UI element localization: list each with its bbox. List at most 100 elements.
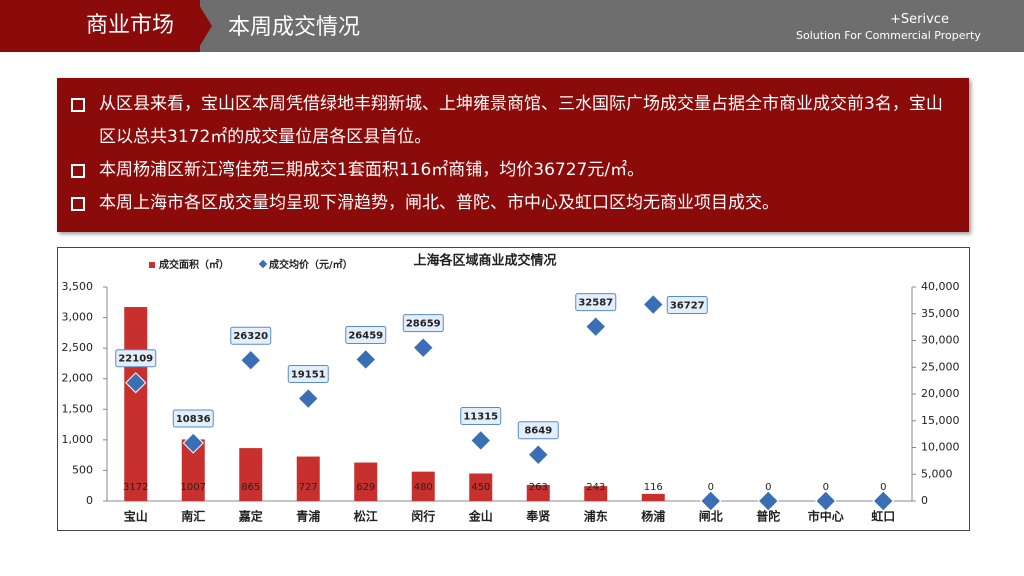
y2-tick-label: 0 [921, 494, 928, 507]
y2-tick-label: 5,000 [921, 467, 953, 480]
price-label-box [230, 326, 272, 345]
price-label-box [345, 325, 387, 344]
bar-label: 116 [644, 482, 663, 493]
price-marker [642, 293, 664, 316]
bar-label: 629 [356, 482, 375, 493]
logo-tagline: Solution For Commercial Property [796, 29, 981, 42]
legend-swatch [258, 259, 268, 269]
price-marker [240, 349, 262, 371]
y2-tick-label: 30,000 [921, 334, 960, 347]
price-label-box [115, 349, 157, 368]
price-label: 26459 [348, 330, 383, 341]
x-tick-label: 闵行 [411, 509, 435, 524]
price-marker [527, 444, 549, 466]
bar [181, 439, 205, 501]
price-label-box [172, 409, 214, 428]
price-label: 28659 [406, 319, 441, 330]
y-tick-label: 1,000 [62, 433, 94, 446]
bar-label: 727 [299, 482, 318, 493]
x-tick-label: 普陀 [756, 509, 780, 524]
bullet: 本周上海市各区成交量均呈现下滑趋势，闸北、普陀、市中心及虹口区均无商业项目成交。 [71, 187, 955, 220]
price-marker [872, 490, 894, 512]
x-tick-label: 青浦 [296, 509, 320, 524]
chart: 上海各区域商业成交情况 0 500 1,000 1,500 2,000 2,500 3,00… [57, 247, 970, 531]
price-label-box [460, 406, 502, 425]
bullet: 从区县来看，宝山区本周凭借绿地丰翔新城、上坤雍景商馆、三水国际广场成交量占据全市… [71, 88, 955, 154]
price-marker [757, 490, 779, 512]
y2-tick-label: 40,000 [921, 280, 960, 293]
bar [239, 448, 263, 501]
price-marker [125, 372, 147, 394]
bar [124, 307, 148, 501]
bar [469, 473, 493, 501]
price-marker [815, 490, 837, 512]
price-label-box [575, 293, 617, 312]
price-label: 19151 [291, 370, 326, 381]
x-tick-label: 金山 [468, 509, 493, 524]
chart-frame [57, 247, 970, 531]
price-label-box [517, 421, 559, 440]
x-tick-label: 宝山 [124, 509, 148, 524]
bar-label: 263 [529, 482, 548, 493]
price-label: 32587 [578, 298, 613, 309]
price-label: 26320 [233, 331, 268, 342]
legend-label: 成交面积（㎡） [159, 258, 229, 271]
chart-title: 上海各区域商业成交情况 [413, 253, 556, 269]
bar [296, 456, 320, 501]
bar [411, 471, 435, 501]
price-label: 22109 [118, 354, 153, 365]
bar-label: 0 [765, 482, 771, 493]
y-tick-label: 1,500 [62, 402, 94, 415]
bar-label: 3172 [123, 482, 148, 493]
x-tick-label: 闸北 [699, 509, 723, 524]
chevron [196, 0, 212, 52]
bar [526, 484, 550, 501]
y-tick-label: 2,000 [62, 372, 94, 385]
x-tick-label: 市中心 [808, 509, 844, 524]
bar [584, 486, 608, 501]
legend-label: 成交均价（元/㎡） [269, 258, 353, 271]
x-tick-label: 松江 [354, 509, 378, 524]
price-label-box [402, 314, 444, 333]
price-label: 36727 [670, 301, 705, 312]
price-label: 10836 [176, 414, 211, 425]
x-tick-label: 杨浦 [641, 509, 665, 524]
y-tick-label: 3,500 [62, 280, 94, 293]
price-label: 11315 [463, 411, 498, 422]
x-tick-label: 嘉定 [238, 509, 263, 524]
bar-label: 243 [586, 482, 605, 493]
price-marker [355, 348, 377, 371]
bar [354, 462, 378, 501]
x-tick-label: 南汇 [181, 509, 205, 524]
legend-swatch [149, 262, 155, 268]
bar-label: 1007 [181, 482, 206, 493]
price-marker [585, 316, 607, 338]
y2-tick-label: 15,000 [921, 414, 960, 427]
bar-label: 450 [471, 482, 490, 493]
price-label-box [666, 296, 708, 315]
y2-tick-label: 10,000 [921, 441, 960, 454]
price-marker [470, 429, 492, 452]
price-label-box [287, 365, 329, 384]
logo-brand: +Serivce [890, 12, 949, 27]
bullet: 本周杨浦区新江湾佳苑三期成交1套面积116㎡商铺，均价36727元/㎡。 [71, 154, 955, 187]
bar-label: 0 [708, 482, 714, 493]
y-tick-label: 500 [72, 463, 93, 476]
bar-label: 0 [823, 482, 829, 493]
bar [641, 493, 665, 501]
bar-label: 0 [880, 482, 886, 493]
price-marker [412, 337, 434, 359]
y-tick-label: 3,000 [62, 311, 94, 324]
page-title: 本周成交情况 [228, 15, 361, 40]
price-marker [700, 490, 722, 512]
y-tick-label: 0 [86, 494, 93, 507]
bar-label: 865 [241, 482, 260, 493]
summary-box: 从区县来看，宝山区本周凭借绿地丰翔新城、上坤雍景商馆、三水国际广场成交量占据全市… [57, 78, 969, 232]
x-tick-label: 虹口 [871, 509, 895, 524]
x-tick-label: 浦东 [584, 509, 608, 524]
bar-label: 480 [414, 482, 433, 493]
y-tick-label: 2,500 [62, 341, 94, 354]
section-title: 商业市场 [0, 0, 200, 52]
price-label: 8649 [524, 426, 552, 437]
